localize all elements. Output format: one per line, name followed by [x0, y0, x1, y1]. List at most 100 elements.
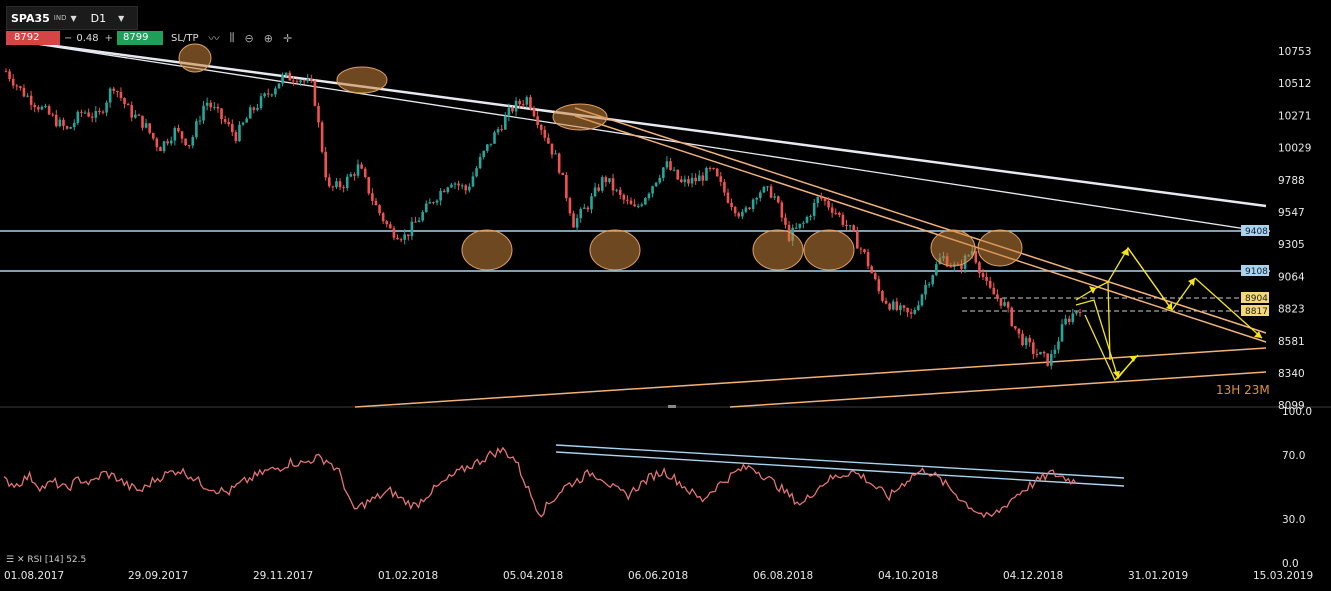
candle-body: [913, 310, 917, 314]
line-chart-icon[interactable]: 〰: [208, 32, 220, 45]
highlight-ellipse[interactable]: [803, 229, 855, 271]
bar-chart-icon[interactable]: ⫼: [229, 31, 235, 44]
indicator-settings-icon[interactable]: ☰: [6, 555, 15, 565]
trade-bar: 8792 − 0.48 + 8799 SL/TP 〰 ⫼ ⊖ ⊕ ✛: [6, 30, 292, 46]
candle-body: [766, 186, 769, 188]
candle-body: [98, 110, 101, 112]
candle-body: [830, 207, 834, 213]
candle-body: [1067, 318, 1071, 322]
candle-body: [909, 312, 913, 314]
panel-resize-handle[interactable]: [668, 405, 676, 408]
highlight-ellipse[interactable]: [461, 229, 513, 271]
candle-body: [1049, 353, 1053, 366]
candle-body: [863, 249, 866, 253]
candle-body: [751, 199, 755, 209]
candle-body: [245, 118, 248, 123]
candle-body: [978, 262, 981, 274]
candle-body: [216, 106, 220, 109]
highlight-ellipse[interactable]: [178, 43, 212, 73]
symbol-name[interactable]: SPA35: [11, 11, 50, 25]
candle-body: [399, 239, 403, 241]
level-tag-label: 8904: [1245, 294, 1268, 304]
symbol-dropdown-icon[interactable]: ▼: [70, 13, 77, 23]
zoom-out-icon[interactable]: ⊖: [244, 31, 254, 45]
candle-body: [306, 78, 310, 82]
indicator-remove-icon[interactable]: ✕: [16, 555, 25, 565]
candle-body: [784, 217, 787, 225]
candle-body: [33, 104, 37, 108]
rsi-trendline-upper[interactable]: [555, 444, 1125, 479]
sell-button[interactable]: 8792: [6, 31, 60, 45]
time-tick-label: 06.08.2018: [753, 570, 813, 582]
candle-body: [662, 167, 665, 178]
timeframe-dropdown-icon[interactable]: ▼: [118, 13, 125, 23]
highlight-ellipse[interactable]: [589, 229, 641, 271]
candle-body: [845, 224, 848, 226]
candle-body: [733, 207, 737, 214]
candle-body: [848, 225, 852, 227]
price-tick-label: 8340: [1278, 368, 1305, 380]
rsi-tick-label: 100.0: [1282, 406, 1312, 418]
candle-body: [151, 132, 155, 139]
time-tick-label: 15.03.2019: [1253, 570, 1313, 582]
highlight-ellipse[interactable]: [752, 229, 804, 271]
candle-body: [891, 301, 895, 310]
candle-body: [521, 104, 525, 106]
highlight-ellipse[interactable]: [930, 229, 976, 267]
time-tick-label: 01.02.2018: [378, 570, 438, 582]
candle-body: [403, 234, 407, 240]
candle-body: [155, 138, 159, 148]
candle-body: [87, 112, 90, 117]
projection-arrows[interactable]: [1075, 246, 1263, 382]
rsi-label-text: RSI [14] 52.5: [27, 555, 87, 565]
rsi-panel: [3, 444, 1125, 519]
candle-body: [274, 88, 277, 95]
spread-plus-button[interactable]: +: [104, 32, 114, 44]
highlight-ellipse[interactable]: [552, 103, 608, 131]
candle-body: [159, 147, 162, 152]
spread-minus-button[interactable]: −: [64, 32, 73, 44]
candle-body: [180, 131, 184, 139]
candle-body: [723, 181, 726, 193]
candle-body: [428, 202, 432, 204]
candle-body: [820, 196, 823, 199]
candle-body: [410, 221, 414, 237]
candle-body: [626, 199, 629, 201]
highlight-ellipse[interactable]: [977, 229, 1023, 267]
highlight-ellipse[interactable]: [336, 66, 388, 94]
candle-body: [507, 107, 511, 117]
trendline-orange-support-2[interactable]: [729, 371, 1267, 408]
candle-body: [730, 202, 733, 208]
buy-button[interactable]: 8799: [117, 31, 164, 45]
candle-body: [687, 179, 690, 184]
candle-body: [543, 129, 547, 138]
crosshair-icon[interactable]: ✛: [282, 31, 293, 45]
candle-body: [1046, 353, 1049, 366]
timeframe-select[interactable]: D1: [90, 11, 107, 25]
candle-body: [58, 119, 62, 127]
candle-body: [198, 120, 202, 122]
candle-body: [299, 80, 302, 83]
candle-body: [683, 179, 687, 182]
candle-body: [1039, 351, 1042, 355]
trendline-orange-1[interactable]: [574, 107, 1267, 334]
candle-body: [108, 88, 112, 103]
candle-body: [489, 143, 493, 145]
candle-body: [838, 212, 841, 215]
candle-body: [514, 100, 518, 112]
trendline-orange-2[interactable]: [574, 115, 1267, 343]
trendline-orange-support-1[interactable]: [354, 347, 1267, 408]
candle-body: [1071, 313, 1075, 322]
candle-body: [324, 151, 327, 178]
candle-body: [712, 168, 715, 170]
sltp-button[interactable]: SL/TP: [171, 32, 199, 44]
candle-body: [762, 186, 766, 193]
zoom-in-icon[interactable]: ⊕: [263, 31, 273, 45]
candle-body: [615, 189, 618, 191]
price-tick-label: 10029: [1278, 143, 1311, 155]
rsi-trendline-lower[interactable]: [555, 451, 1125, 487]
candle-body: [51, 114, 54, 116]
candle-body: [1060, 324, 1064, 342]
trendline-white-upper[interactable]: [9, 38, 1267, 208]
